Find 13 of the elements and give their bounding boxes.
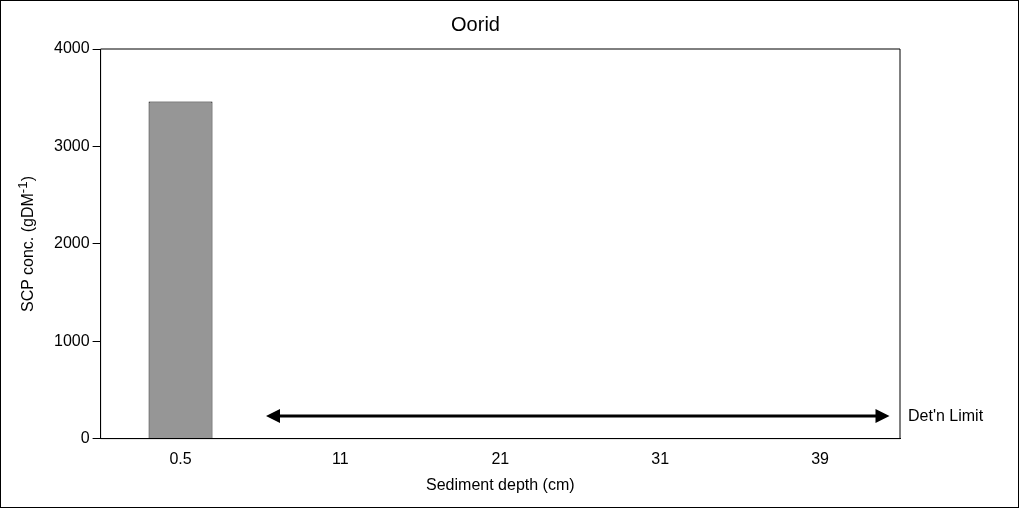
x-tick-label: 31 [651, 449, 670, 467]
y-tick-label: 1000 [54, 331, 90, 349]
y-tick-label: 4000 [54, 39, 90, 57]
x-tick-label: 0.5 [169, 449, 192, 467]
y-tick-label: 0 [80, 429, 90, 447]
x-axis-title: Sediment depth (cm) [426, 475, 575, 493]
x-tick-label: 21 [491, 449, 510, 467]
x-tick-label: 11 [332, 449, 349, 467]
text: Det'n Limit [908, 406, 984, 424]
x-tick-label: 39 [811, 449, 830, 467]
y-tick-label: 2000 [54, 234, 90, 252]
y-tick-label: 3000 [54, 136, 90, 154]
chart-title: Oorid [451, 12, 500, 35]
